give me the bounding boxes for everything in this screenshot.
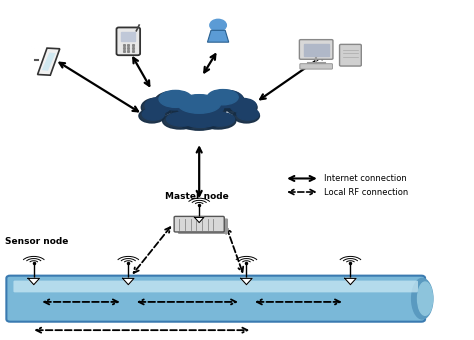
Text: Sensor node: Sensor node — [5, 237, 69, 246]
Circle shape — [210, 19, 227, 31]
Polygon shape — [208, 30, 229, 42]
Text: Local RF connection: Local RF connection — [324, 187, 409, 197]
Polygon shape — [123, 278, 134, 285]
Ellipse shape — [204, 112, 235, 126]
Ellipse shape — [158, 91, 191, 110]
Ellipse shape — [237, 108, 259, 120]
Ellipse shape — [206, 90, 244, 111]
Ellipse shape — [141, 98, 172, 117]
Ellipse shape — [208, 89, 238, 105]
FancyBboxPatch shape — [339, 45, 361, 66]
FancyBboxPatch shape — [13, 280, 418, 292]
Text: Master node: Master node — [165, 192, 228, 201]
Ellipse shape — [159, 90, 192, 107]
Ellipse shape — [145, 98, 171, 114]
Ellipse shape — [183, 115, 218, 128]
Ellipse shape — [167, 112, 197, 126]
Ellipse shape — [179, 115, 219, 130]
FancyBboxPatch shape — [174, 216, 224, 232]
Polygon shape — [28, 278, 39, 285]
Ellipse shape — [178, 95, 220, 113]
Polygon shape — [42, 52, 55, 71]
Ellipse shape — [234, 109, 259, 123]
Ellipse shape — [139, 109, 165, 123]
Ellipse shape — [210, 90, 243, 107]
FancyBboxPatch shape — [300, 40, 333, 59]
FancyBboxPatch shape — [117, 28, 140, 55]
Polygon shape — [241, 278, 252, 285]
Ellipse shape — [227, 99, 257, 116]
Polygon shape — [37, 48, 60, 75]
FancyBboxPatch shape — [300, 64, 332, 69]
Ellipse shape — [177, 97, 224, 118]
Ellipse shape — [418, 282, 433, 315]
FancyBboxPatch shape — [178, 218, 228, 234]
Text: Internet connection: Internet connection — [324, 174, 407, 183]
Ellipse shape — [411, 278, 433, 319]
Bar — [304, 44, 328, 56]
Ellipse shape — [201, 113, 236, 129]
Ellipse shape — [230, 99, 256, 113]
Ellipse shape — [163, 113, 198, 129]
Bar — [121, 32, 136, 41]
Polygon shape — [345, 278, 356, 285]
Polygon shape — [194, 217, 204, 223]
Ellipse shape — [155, 91, 192, 113]
FancyBboxPatch shape — [6, 276, 425, 322]
Ellipse shape — [172, 96, 227, 122]
Ellipse shape — [142, 108, 164, 120]
